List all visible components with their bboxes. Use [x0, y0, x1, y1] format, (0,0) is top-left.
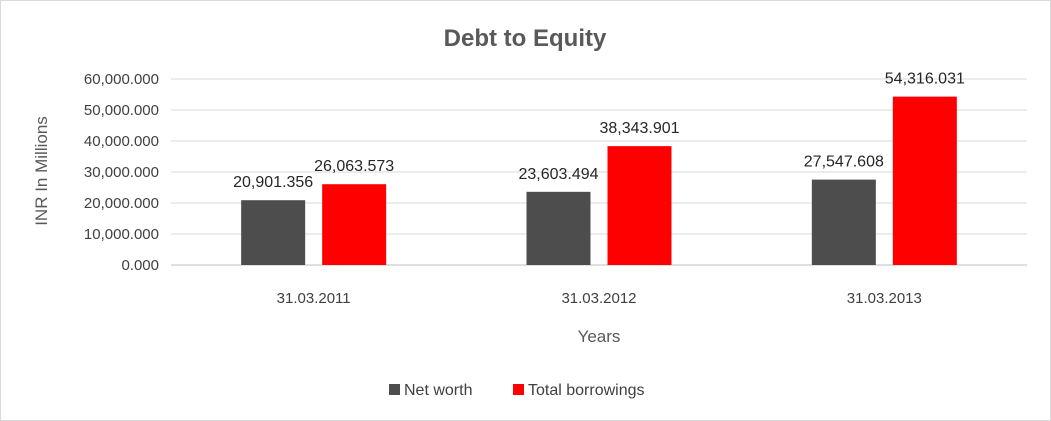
y-tick-label: 40,000.000	[84, 133, 159, 150]
y-axis-label: INR In Millions	[32, 116, 51, 226]
y-tick-label: 60,000.000	[84, 71, 159, 88]
y-tick-label: 10,000.000	[84, 226, 159, 243]
x-tick-label: 31.03.2011	[277, 290, 351, 307]
bar-net-worth-1	[526, 191, 591, 265]
bars	[241, 96, 957, 265]
y-tick-label: 50,000.000	[84, 102, 159, 119]
bar-total-borrowings-0	[322, 184, 387, 265]
data-label: 38,343.901	[599, 120, 679, 137]
legend-swatch-net-worth	[389, 384, 400, 395]
x-tick-label: 31.03.2013	[847, 290, 922, 307]
data-label: 54,316.031	[885, 71, 965, 88]
data-label: 23,603.494	[518, 166, 598, 183]
data-label: 27,547.608	[804, 154, 884, 171]
legend-label: Net worth	[404, 382, 472, 399]
y-axis-ticks: 0.000 10,000.000 20,000.000 30,000.000 40,00…	[84, 71, 159, 274]
gridlines	[171, 78, 1027, 266]
legend: Net worth Total borrowings	[389, 382, 645, 399]
y-tick-label: 20,000.000	[84, 195, 159, 212]
data-label: 20,901.356	[233, 174, 313, 191]
x-axis-label: Years	[578, 327, 621, 346]
bar-net-worth-0	[241, 200, 306, 265]
y-tick-label: 0.000	[121, 257, 159, 274]
y-tick-label: 30,000.000	[84, 164, 159, 181]
x-tick-label: 31.03.2012	[561, 290, 636, 307]
bar-total-borrowings-2	[892, 96, 957, 265]
legend-label: Total borrowings	[528, 382, 645, 399]
legend-swatch-total-borrowings	[513, 384, 524, 395]
x-axis-ticks: 31.03.2011 31.03.2012 31.03.2013	[277, 290, 922, 307]
chart-title: Debt to Equity	[444, 25, 607, 52]
bar-total-borrowings-1	[607, 146, 672, 265]
data-label: 26,063.573	[314, 158, 394, 175]
bar-net-worth-2	[811, 179, 876, 265]
